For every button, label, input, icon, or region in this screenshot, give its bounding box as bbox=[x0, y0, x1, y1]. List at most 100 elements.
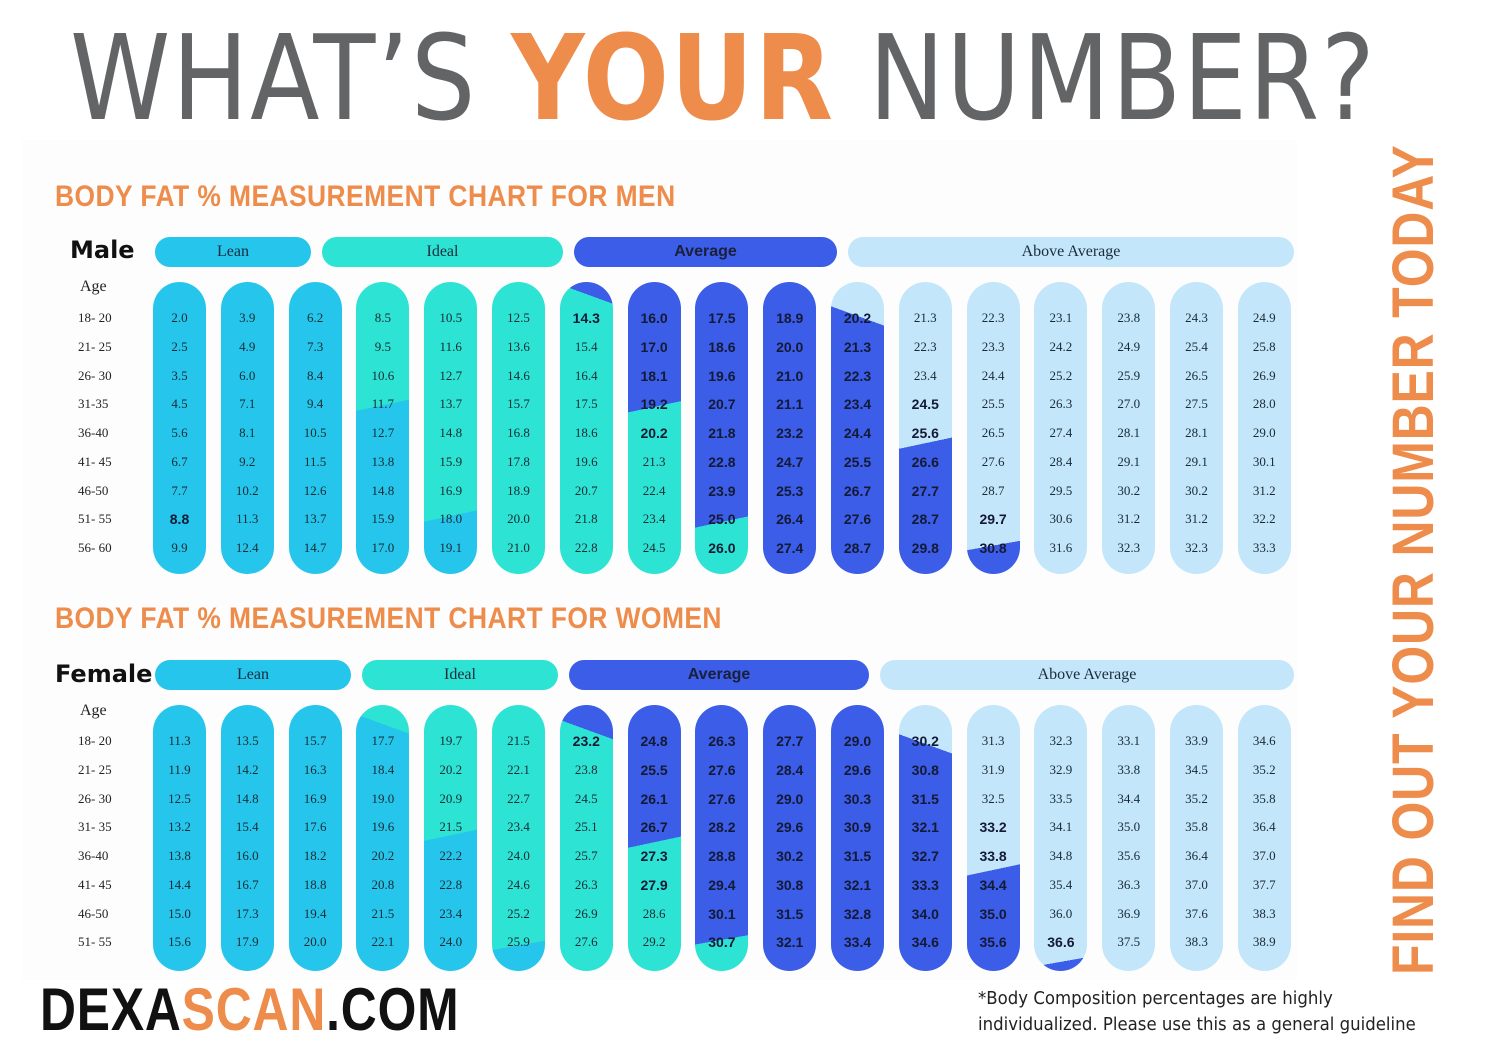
women-value-cell: 26.1 bbox=[640, 790, 668, 807]
women-value-cell: 21.5 bbox=[439, 819, 463, 835]
men-value-cell: 8.1 bbox=[239, 425, 256, 440]
women-value-cell: 18.2 bbox=[303, 848, 327, 863]
men-value-cell: 21.0 bbox=[776, 367, 804, 384]
women-value-cell: 27.6 bbox=[574, 934, 598, 950]
women-value-cell: 33.8 bbox=[1117, 761, 1141, 777]
women-value-cell: 37.7 bbox=[1252, 876, 1276, 892]
disclaimer-line-1: *Body Composition percentages are highly bbox=[978, 988, 1333, 1009]
men-value-cell: 8.5 bbox=[374, 310, 392, 325]
logo-scan: SCAN bbox=[181, 976, 327, 1043]
men-value-cell: 3.5 bbox=[171, 367, 188, 383]
title-part-whats: WHAT’S bbox=[70, 9, 512, 147]
women-column-pill: 26.3 27.6 27.6 28.2 28.8 29.4 30.1 30.7 bbox=[695, 705, 749, 971]
women-value-cell: 29.6 bbox=[776, 819, 804, 836]
women-column-pill: 19.7 20.2 20.9 21.5 22.2 22.8 23.4 24.0 bbox=[424, 705, 478, 971]
men-value-cell: 9.2 bbox=[239, 453, 256, 469]
women-value-cell: 35.8 bbox=[1252, 790, 1276, 806]
men-column-pill: 3.9 4.9 6.0 7.1 8.1 9.2 10.2 11.3 12.4 bbox=[220, 282, 274, 574]
women-value-cell: 16.3 bbox=[303, 761, 327, 777]
men-value-cell: 15.9 bbox=[371, 511, 395, 527]
women-value-cell: 14.4 bbox=[168, 876, 191, 892]
men-category-lean: Lean bbox=[155, 237, 311, 267]
men-value-cell: 19.6 bbox=[708, 367, 736, 384]
women-age-label: 36-40 bbox=[78, 848, 109, 863]
men-value-cell: 30.1 bbox=[1252, 453, 1276, 469]
women-value-cell: 36.3 bbox=[1117, 876, 1141, 892]
men-value-cell: 8.8 bbox=[169, 511, 190, 528]
women-value-cell: 31.5 bbox=[776, 905, 804, 922]
men-age-label: 51- 55 bbox=[78, 511, 112, 527]
women-value-cell: 31.5 bbox=[843, 848, 872, 864]
women-value-cell: 35.0 bbox=[1117, 819, 1141, 835]
men-value-cell: 23.4 bbox=[843, 396, 872, 413]
men-value-cell: 18.9 bbox=[507, 482, 530, 498]
men-value-cell: 18.9 bbox=[776, 310, 804, 326]
men-value-cell: 18.6 bbox=[574, 425, 598, 440]
women-value-cell: 22.2 bbox=[439, 848, 463, 863]
men-value-cell: 25.8 bbox=[1252, 338, 1276, 354]
men-value-cell: 8.4 bbox=[306, 367, 324, 383]
men-value-cell: 14.8 bbox=[371, 482, 395, 498]
men-value-cell: 28.0 bbox=[1252, 396, 1276, 412]
women-value-cell: 20.8 bbox=[371, 876, 395, 892]
women-value-cell: 32.5 bbox=[981, 790, 1005, 806]
men-value-cell: 11.7 bbox=[371, 396, 395, 412]
men-value-cell: 17.0 bbox=[640, 338, 668, 355]
women-value-cell: 26.3 bbox=[574, 876, 598, 892]
men-value-cell: 7.3 bbox=[306, 338, 324, 354]
women-value-cell: 33.4 bbox=[843, 934, 872, 951]
women-value-cell: 28.8 bbox=[708, 848, 736, 864]
women-value-cell: 25.9 bbox=[507, 934, 530, 950]
men-value-cell: 28.1 bbox=[1185, 425, 1208, 440]
men-value-cell: 20.7 bbox=[708, 396, 736, 413]
women-value-cell: 21.5 bbox=[507, 733, 530, 748]
men-value-cell: 27.6 bbox=[843, 511, 872, 528]
women-value-cell: 22.1 bbox=[507, 761, 530, 777]
men-age-label: 18- 20 bbox=[78, 310, 112, 325]
men-value-cell: 21.8 bbox=[708, 425, 736, 441]
men-value-cell: 27.5 bbox=[1185, 396, 1208, 412]
men-value-cell: 3.9 bbox=[239, 310, 256, 325]
men-column-pill: 8.5 9.5 10.6 11.7 12.7 13.8 14.8 15.9 17.0 bbox=[356, 282, 410, 574]
men-value-cell: 9.9 bbox=[171, 540, 188, 555]
women-value-cell: 28.4 bbox=[776, 761, 804, 778]
men-value-cell: 30.2 bbox=[1117, 482, 1141, 498]
men-value-cell: 6.0 bbox=[239, 367, 256, 383]
women-value-cell: 37.0 bbox=[1185, 876, 1208, 892]
women-value-cell: 13.5 bbox=[235, 733, 259, 748]
title-part-number: NUMBER? bbox=[834, 9, 1377, 147]
men-column-pill: 6.2 7.3 8.4 9.4 10.5 11.5 12.6 13.7 14.7 bbox=[288, 282, 342, 574]
men-value-cell: 29.7 bbox=[979, 511, 1007, 528]
women-value-cell: 11.3 bbox=[168, 733, 191, 748]
women-value-cell: 30.1 bbox=[708, 905, 736, 922]
men-value-cell: 11.5 bbox=[303, 453, 327, 469]
women-value-cell: 34.0 bbox=[911, 905, 939, 922]
men-column-pill: 10.5 11.6 12.7 13.7 14.8 15.9 16.9 18.0 19.1 bbox=[424, 282, 478, 574]
women-value-cell: 38.3 bbox=[1252, 905, 1276, 921]
women-value-cell: 30.3 bbox=[843, 790, 872, 807]
women-age-label: 41- 45 bbox=[78, 876, 112, 892]
women-value-cell: 36.6 bbox=[1047, 934, 1075, 951]
men-value-cell: 24.9 bbox=[1252, 310, 1276, 325]
women-value-cell: 34.5 bbox=[1185, 761, 1208, 777]
men-value-cell: 29.5 bbox=[1049, 482, 1073, 498]
dexascan-logo[interactable]: DEXASCAN.COM bbox=[40, 975, 459, 1044]
men-value-cell: 29.0 bbox=[1252, 425, 1276, 440]
women-column-pill: 24.8 25.5 26.1 26.7 27.3 27.9 28.6 29.2 bbox=[627, 705, 681, 971]
women-value-cell: 30.7 bbox=[708, 934, 736, 951]
men-value-cell: 14.7 bbox=[303, 540, 327, 555]
men-value-cell: 21.0 bbox=[507, 540, 530, 555]
men-value-cell: 15.7 bbox=[507, 396, 530, 412]
women-section-title: BODY FAT % MEASUREMENT CHART FOR WOMEN bbox=[55, 602, 722, 635]
women-value-cell: 31.5 bbox=[911, 790, 939, 807]
men-value-cell: 22.8 bbox=[574, 540, 598, 555]
women-age-label: 31- 35 bbox=[78, 819, 112, 835]
men-value-cell: 21.3 bbox=[843, 338, 872, 355]
women-column-pill: 30.2 30.8 31.5 32.1 32.7 33.3 34.0 34.6 bbox=[898, 705, 952, 971]
men-value-cell: 23.8 bbox=[1117, 310, 1141, 325]
women-column-pill: 34.6 35.2 35.8 36.4 37.0 37.7 38.3 38.9 bbox=[1237, 705, 1291, 971]
women-value-cell: 19.4 bbox=[303, 905, 327, 921]
men-column-pill: 23.1 24.2 25.2 26.3 27.4 28.4 29.5 30.6 31.6 bbox=[1034, 282, 1088, 574]
men-value-cell: 29.1 bbox=[1117, 453, 1141, 469]
women-value-cell: 22.1 bbox=[371, 934, 395, 950]
